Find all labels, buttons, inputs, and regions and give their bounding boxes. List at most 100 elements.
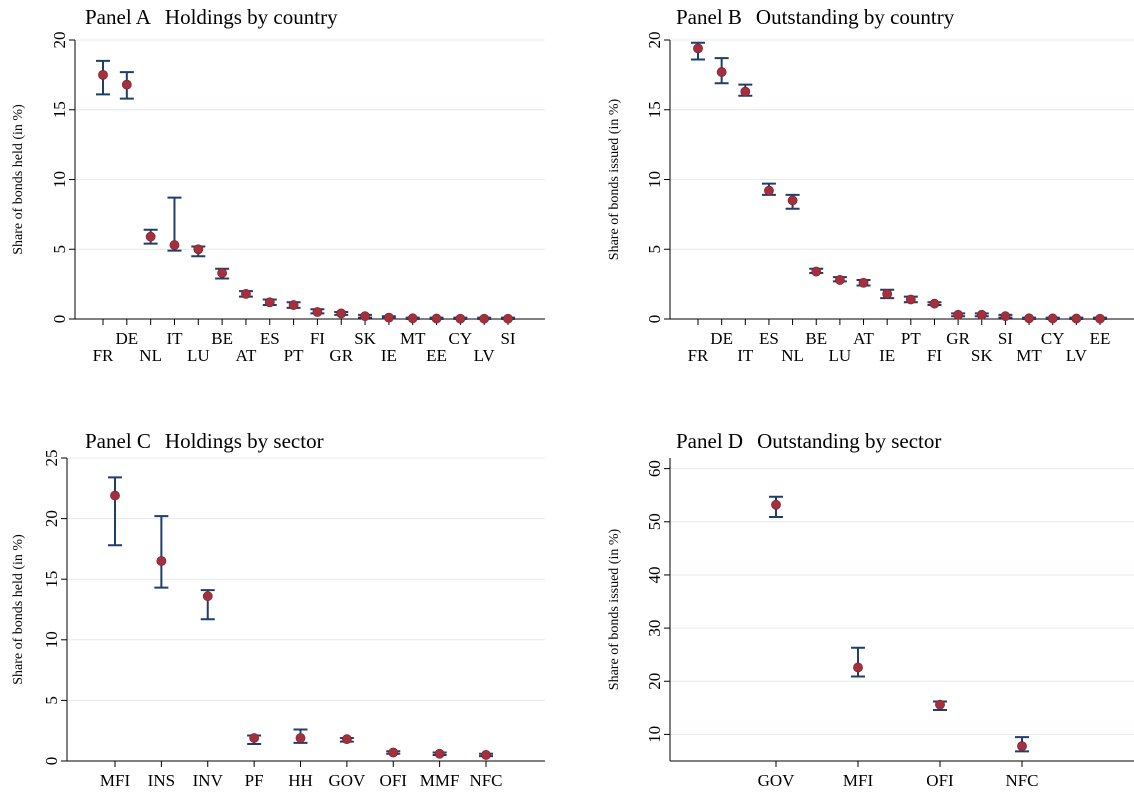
x-tick-label: NFC [469, 771, 502, 790]
x-tick-label: NFC [1005, 771, 1038, 790]
data-point [481, 750, 491, 760]
data-point [1071, 313, 1082, 324]
data-point [771, 499, 781, 510]
y-tick-label: 25 [42, 450, 61, 467]
data-point [383, 312, 394, 323]
x-tick-label: NL [139, 346, 162, 365]
x-tick-label: ES [759, 329, 779, 348]
panel-label: Panel A [85, 5, 152, 29]
x-tick-label: LU [187, 346, 210, 365]
y-tick-label: 10 [42, 631, 61, 648]
y-tick-label: 0 [50, 315, 69, 324]
y-tick-label: 5 [50, 245, 69, 254]
data-point [858, 277, 869, 288]
x-tick-label: IE [381, 346, 397, 365]
x-tick-label: SK [971, 346, 993, 365]
x-tick-label: OFI [380, 771, 408, 790]
panel-title: Panel D Outstanding by sector [676, 429, 941, 453]
data-point [882, 288, 893, 299]
x-tick-label: EE [1090, 329, 1111, 348]
data-point [431, 313, 442, 324]
x-tick-label: GOV [758, 771, 796, 790]
y-tick-label: 5 [645, 245, 664, 254]
data-point [1047, 313, 1058, 324]
data-point [295, 733, 306, 743]
x-tick-label: GR [946, 329, 970, 348]
x-tick-label: CY [449, 329, 473, 348]
x-tick-label: DE [115, 329, 138, 348]
x-tick-label: MMF [420, 771, 460, 790]
x-tick-label: HH [288, 771, 313, 790]
data-point [976, 309, 987, 320]
data-point [834, 275, 845, 285]
data-point [1095, 313, 1105, 324]
panel-title: Panel A Holdings by country [85, 5, 338, 29]
y-tick-label: 10 [645, 171, 664, 188]
data-point [121, 79, 132, 90]
data-point [336, 308, 347, 319]
panel-2: Panel B Outstanding by country 0 5 10 15 20 Sha… [607, 5, 1134, 365]
panel-label: Panel B [676, 5, 742, 29]
data-point [217, 268, 228, 278]
x-tick-label: IT [737, 346, 754, 365]
data-point [479, 313, 490, 324]
data-point [953, 309, 964, 320]
x-tick-label: AT [853, 329, 874, 348]
x-tick-label: PT [901, 329, 921, 348]
error-bar [108, 476, 122, 547]
x-tick-label: NL [781, 346, 804, 365]
y-tick-label: 0 [42, 757, 61, 766]
data-point [241, 288, 251, 299]
y-axis-label: Share of bonds held (in %) [11, 104, 26, 255]
y-tick-label: 15 [50, 101, 69, 118]
x-tick-label: CY [1041, 329, 1065, 348]
x-tick-label: SI [998, 329, 1013, 348]
x-tick-label: IE [879, 346, 895, 365]
y-axis-label: Share of bonds issued (in %) [607, 528, 622, 690]
data-point [341, 734, 352, 745]
panel-title-text: Holdings by country [165, 5, 338, 29]
data-point [145, 231, 156, 242]
panel-title-text: Outstanding by sector [757, 429, 941, 453]
x-tick-label: DE [710, 329, 733, 348]
data-point [202, 591, 213, 602]
x-tick-label: LV [1066, 346, 1088, 365]
data-point [503, 313, 513, 324]
panel-title: Panel C Holdings by sector [85, 429, 324, 453]
panel-3: Panel C Holdings by sector 0 5 10 15 20 25 Share… [11, 429, 545, 790]
data-point [407, 313, 418, 324]
panel-label: Panel D [676, 429, 743, 453]
y-tick-label: 20 [42, 510, 61, 527]
data-point [740, 86, 751, 97]
data-point [1024, 313, 1034, 324]
error-bar [154, 515, 169, 589]
panel-4: Panel D Outstanding by sector 10 20 30 40 50 60… [607, 429, 1134, 790]
data-point [264, 297, 275, 308]
data-point [929, 298, 940, 309]
data-point [811, 266, 822, 277]
data-point [716, 67, 727, 77]
x-tick-label: PT [284, 346, 304, 365]
x-tick-label: OFI [926, 771, 954, 790]
x-tick-label: SI [500, 329, 515, 348]
data-point [169, 240, 180, 250]
y-tick-label: 5 [42, 696, 61, 705]
y-tick-label: 40 [645, 566, 664, 583]
x-tick-label: LV [474, 346, 496, 365]
x-tick-label: FI [310, 329, 325, 348]
y-axis-label: Share of bonds issued (in %) [607, 98, 622, 260]
y-tick-label: 20 [50, 32, 69, 49]
x-tick-label: MFI [100, 771, 131, 790]
data-point [360, 311, 370, 322]
y-tick-label: 60 [645, 460, 664, 477]
x-tick-label: BE [805, 329, 827, 348]
data-point [312, 307, 323, 317]
data-point [853, 662, 863, 673]
x-tick-label: EE [426, 346, 447, 365]
data-point [249, 733, 260, 743]
x-tick-label: FI [927, 346, 942, 365]
data-point [288, 300, 299, 310]
panel-1: Panel A Holdings by country 0 5 10 15 20 Share … [11, 5, 545, 365]
x-tick-label: INV [193, 771, 224, 790]
